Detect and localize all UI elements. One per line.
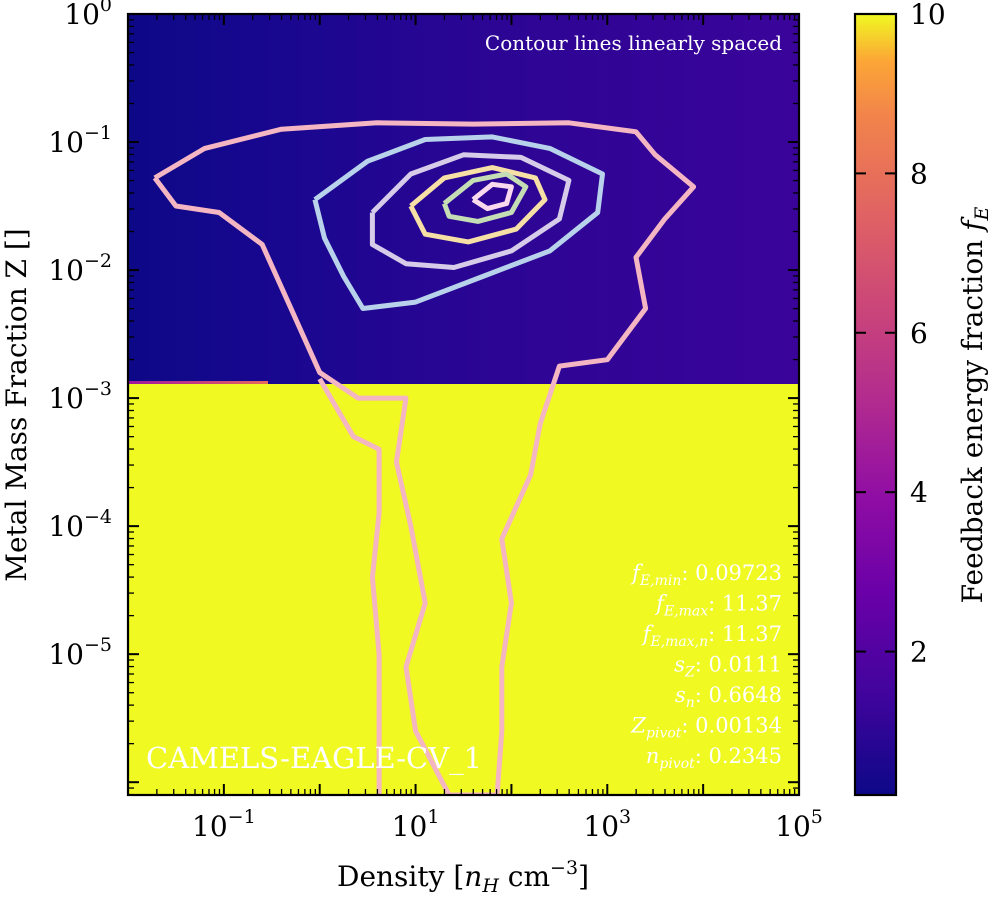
x-tick-label: 10−1 bbox=[192, 806, 256, 843]
y-axis-label: Metal Mass Fraction Z [] bbox=[0, 228, 33, 581]
heatmap-region-low-metallicity bbox=[128, 384, 799, 795]
y-tick-label: 10−4 bbox=[48, 506, 112, 543]
y-tick-label: 10−3 bbox=[48, 378, 112, 415]
y-tick-label: 100 bbox=[64, 0, 112, 31]
colorbar-frame bbox=[853, 12, 898, 797]
contour-line-level-2 bbox=[312, 134, 605, 311]
y-tick-label: 10−1 bbox=[48, 122, 112, 159]
y-axis-ticks: 100 10−1 10−2 10−3 10−4 10−5 bbox=[48, 0, 799, 796]
contour-line-level-5 bbox=[441, 171, 529, 224]
contour-spacing-note: Contour lines linearly spaced bbox=[485, 31, 782, 55]
colorbar-tick-label: 4 bbox=[910, 476, 928, 509]
colorbar-label: Feedback energy fraction fE bbox=[956, 207, 993, 604]
heatmap-background bbox=[128, 14, 799, 795]
x-axis-ticks: 10−1 101 103 105 bbox=[127, 14, 823, 843]
contour-line-level-1 bbox=[317, 377, 382, 795]
x-tick-label: 105 bbox=[775, 806, 823, 843]
parameter-entry: fE,max: 11.37 bbox=[654, 592, 782, 620]
contour-line-level-6 bbox=[471, 181, 514, 212]
simulation-label: CAMELS-EAGLE-CV_1 bbox=[146, 741, 482, 776]
contour-line-level-1 bbox=[152, 120, 697, 795]
x-tick-label: 101 bbox=[392, 806, 440, 843]
contour-line-level-4 bbox=[408, 165, 548, 245]
parameter-entry: sn: 0.6648 bbox=[675, 683, 782, 711]
parameter-entry: npivot: 0.2345 bbox=[646, 744, 782, 772]
parameter-entry: sZ: 0.0111 bbox=[674, 653, 782, 681]
parameter-entry: fE,min: 0.09723 bbox=[630, 561, 782, 589]
parameter-entry: fE,max,n: 11.37 bbox=[641, 622, 782, 650]
contour-lines bbox=[152, 120, 697, 795]
x-tick-label: 103 bbox=[583, 806, 631, 843]
x-axis-label: Density [nH cm−3] bbox=[337, 857, 589, 897]
y-tick-label: 10−5 bbox=[48, 634, 112, 671]
contour-line-level-3 bbox=[369, 152, 572, 270]
parameter-entry: Zpivot: 0.00134 bbox=[630, 714, 782, 742]
colorbar-tick-label: 6 bbox=[910, 317, 928, 350]
colorbar-tick-label: 10 bbox=[910, 0, 946, 31]
colorbar-tick-label: 2 bbox=[910, 636, 928, 669]
y-tick-label: 10−2 bbox=[48, 250, 112, 287]
colorbar bbox=[855, 14, 896, 795]
colorbar-tick-label: 8 bbox=[910, 157, 928, 190]
colorbar-ticks: 2 4 6 8 10 bbox=[855, 0, 946, 669]
heatmap-region-high-metallicity bbox=[128, 14, 799, 384]
